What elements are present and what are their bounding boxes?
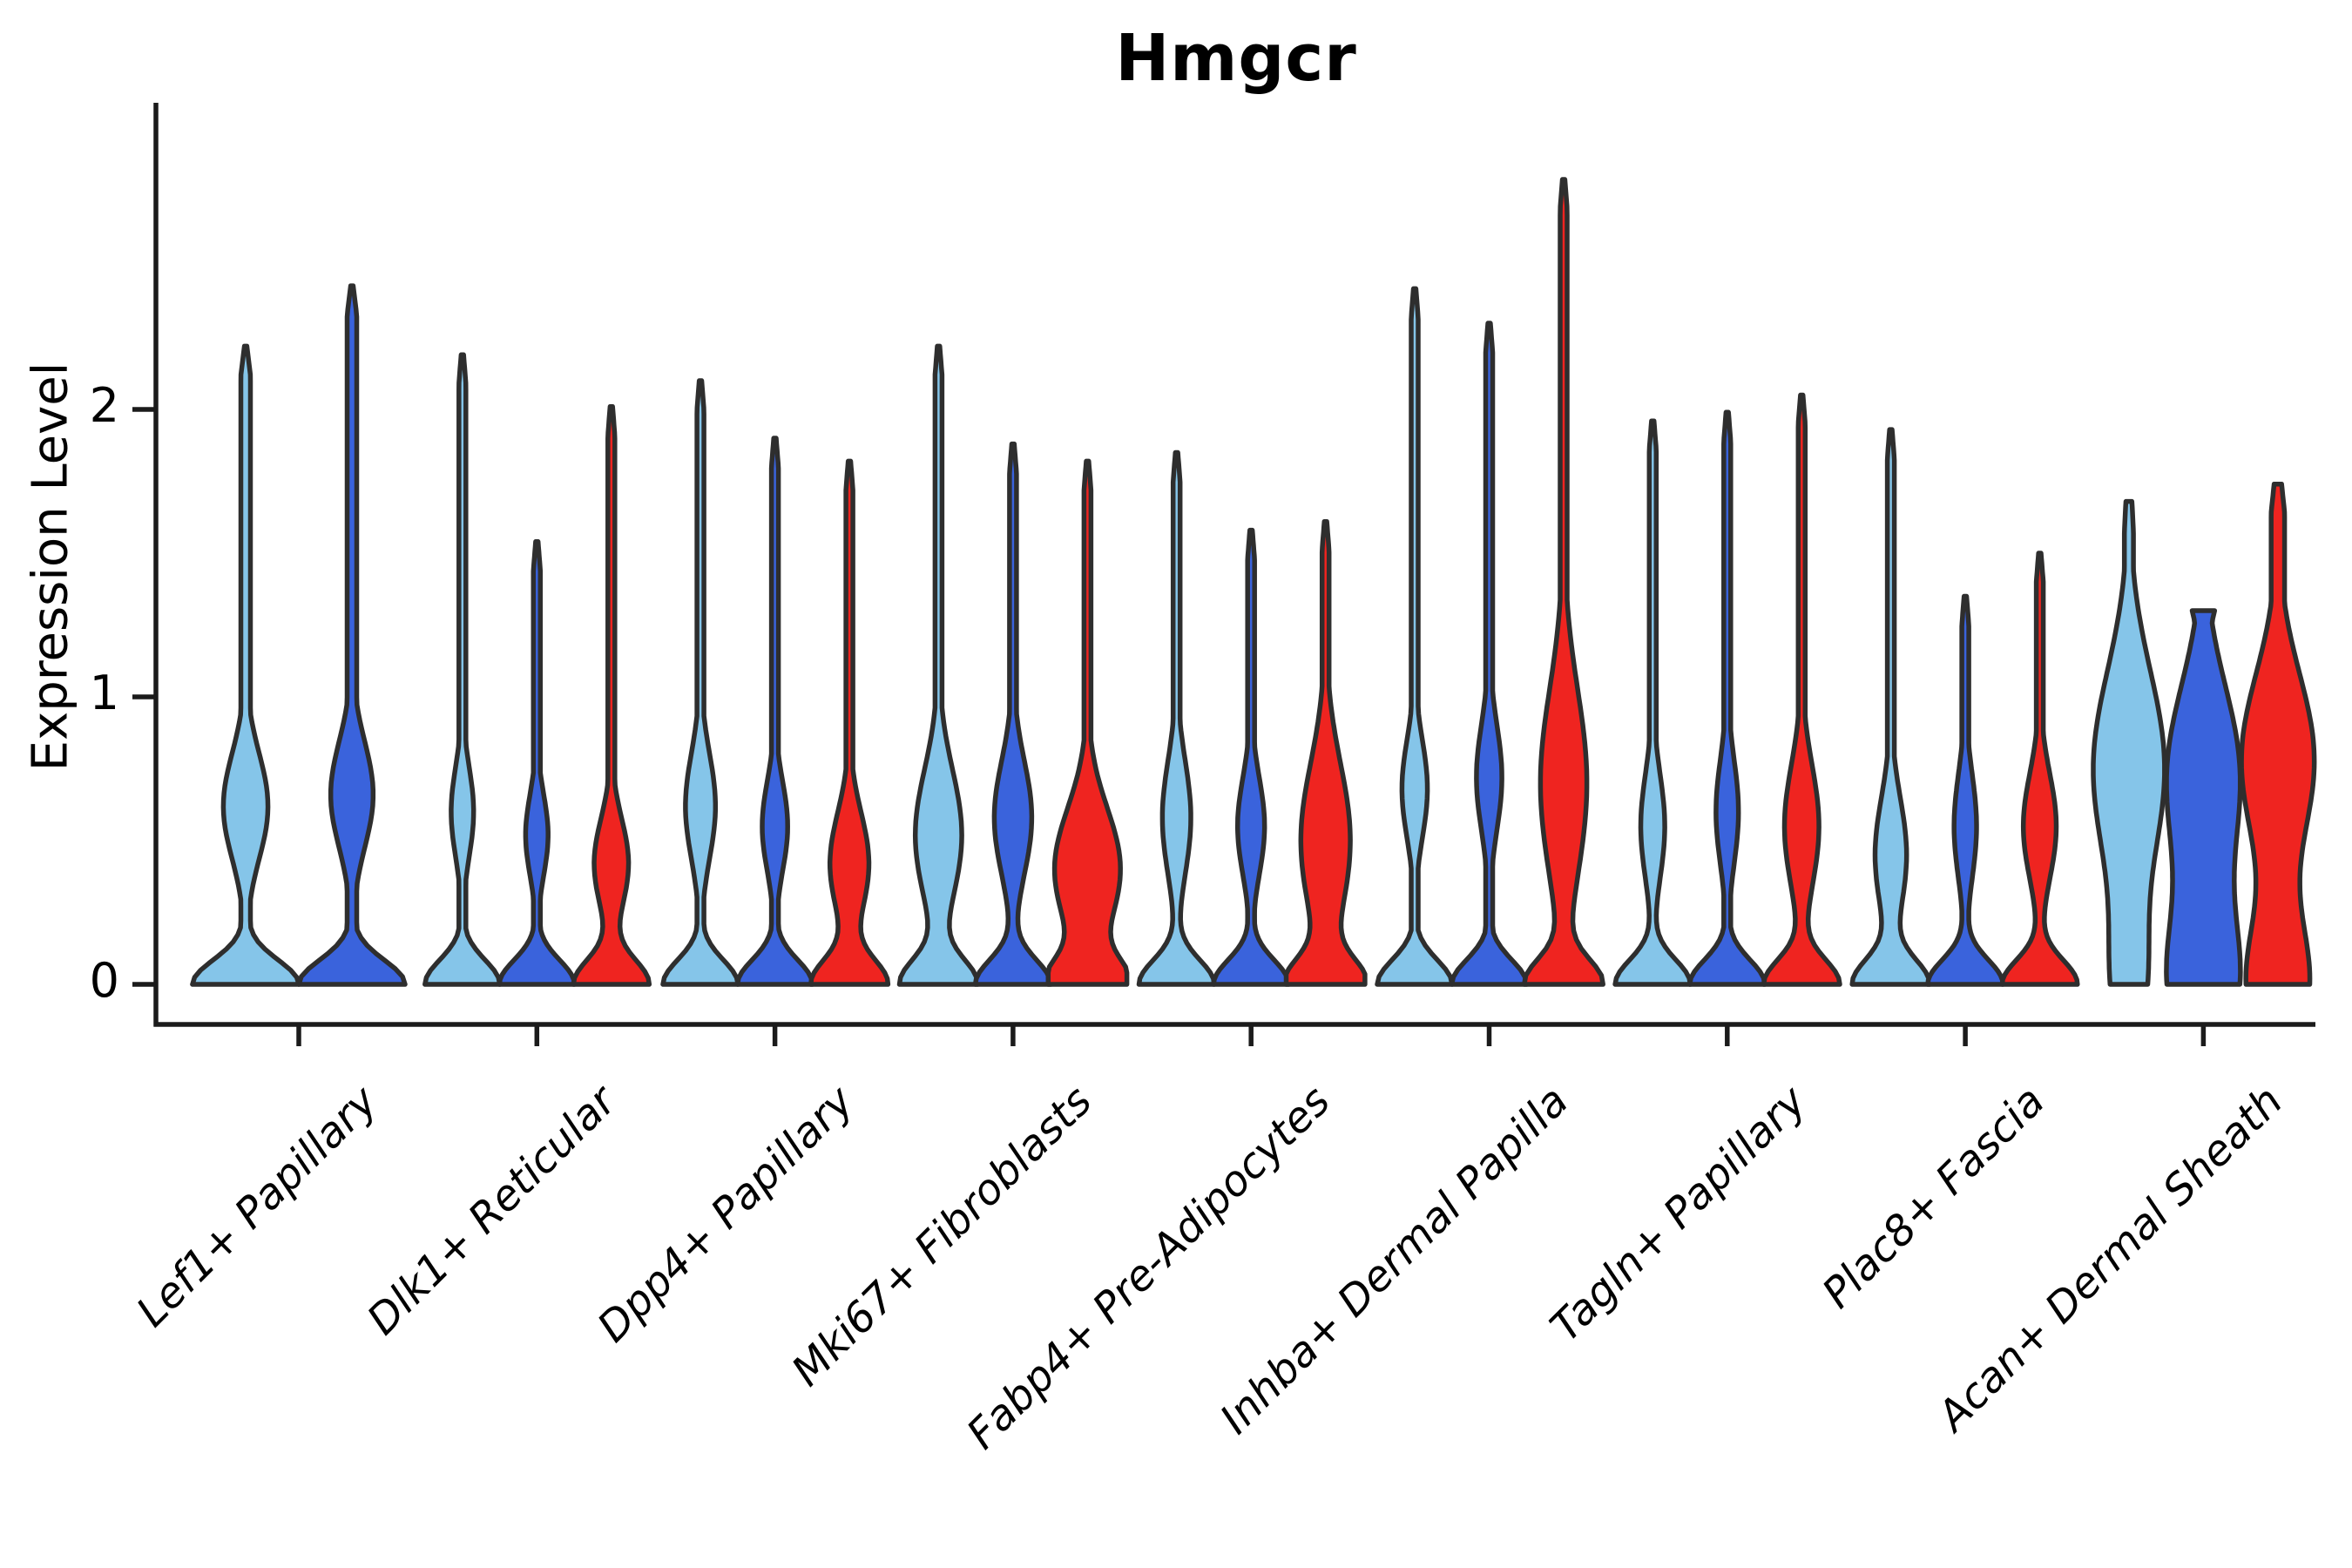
violin-5-2 (1211, 527, 1292, 987)
violin-9-2 (2164, 608, 2243, 987)
y-tick-label: 2 (89, 378, 119, 433)
violin-1-1 (190, 343, 301, 987)
violin-8-3 (1999, 551, 2080, 987)
violin-2-1 (422, 352, 503, 987)
violin-4-3 (1045, 458, 1130, 987)
violin-6-1 (1375, 286, 1455, 987)
violin-8-1 (1849, 427, 1932, 987)
y-tick-label: 0 (89, 953, 119, 1008)
violin-9-3 (2239, 482, 2317, 987)
violin-2-3 (571, 403, 652, 987)
violin-8-2 (1925, 593, 2005, 987)
violin-5-1 (1136, 449, 1217, 987)
violin-3-2 (734, 436, 815, 987)
violin-5-3 (1283, 518, 1368, 987)
violin-9-1 (2091, 498, 2167, 987)
violin-3-1 (660, 378, 740, 987)
violin-6-3 (1522, 177, 1605, 987)
y-axis-label: Expression Level (22, 362, 79, 772)
y-tick-label: 1 (89, 666, 119, 720)
chart-title: Hmgcr (1115, 21, 1357, 96)
violin-3-3 (808, 458, 891, 987)
violin-4-1 (896, 343, 981, 987)
violin-6-2 (1449, 321, 1530, 987)
violin-1-2 (296, 283, 408, 987)
violin-7-2 (1686, 409, 1767, 987)
violin-4-2 (972, 441, 1053, 987)
violin-2-2 (497, 539, 578, 987)
violin-7-1 (1612, 418, 1693, 987)
violin-7-3 (1761, 392, 1842, 987)
